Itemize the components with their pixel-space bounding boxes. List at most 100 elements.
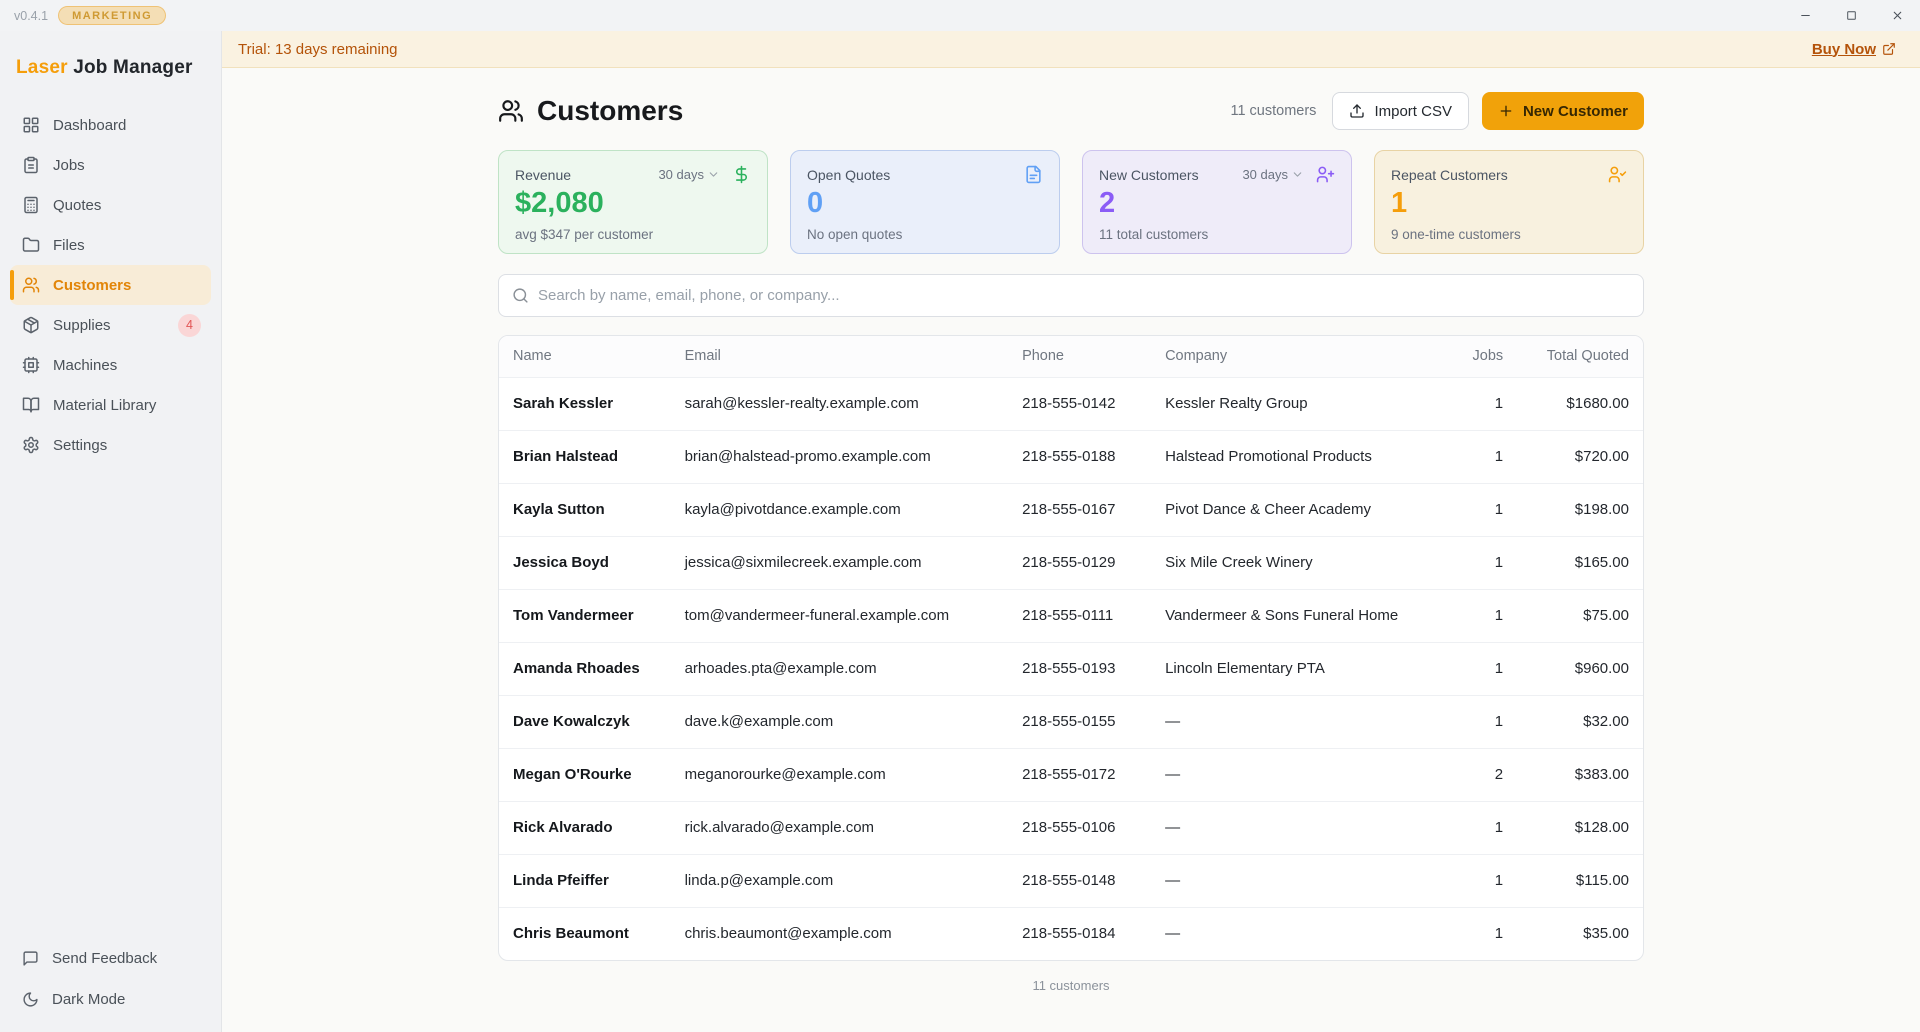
cell-email: rick.alvarado@example.com xyxy=(670,800,1009,854)
sidebar-item-label: Quotes xyxy=(53,196,102,214)
table-row[interactable]: Sarah Kessler sarah@kessler-realty.exampl… xyxy=(499,376,1643,430)
app-version: v0.4.1 xyxy=(14,8,49,23)
minimize-button[interactable] xyxy=(1782,0,1828,31)
cell-jobs: 1 xyxy=(1442,482,1518,536)
sidebar-item-dashboard[interactable]: Dashboard xyxy=(10,105,211,145)
open-quotes-label: Open Quotes xyxy=(807,166,891,183)
cell-total-quoted: $198.00 xyxy=(1517,482,1643,536)
table-row[interactable]: Brian Halstead brian@halstead-promo.examp… xyxy=(499,429,1643,483)
new-customers-subtext: 11 total customers xyxy=(1099,227,1209,242)
page-content: Customers 11 customers Import CSV New Cu… xyxy=(498,68,1644,1010)
revenue-period-value: 30 days xyxy=(658,167,704,182)
cell-company: Kessler Realty Group xyxy=(1151,376,1443,430)
folder-icon xyxy=(22,236,40,254)
table-row[interactable]: Megan O'Rourke meganorourke@example.com 21… xyxy=(499,747,1643,801)
search-input[interactable] xyxy=(538,287,1630,304)
users-icon xyxy=(498,98,524,124)
user-plus-icon xyxy=(1316,165,1335,184)
cell-total-quoted: $75.00 xyxy=(1517,588,1643,642)
cell-total-quoted: $128.00 xyxy=(1517,800,1643,854)
cell-total-quoted: $383.00 xyxy=(1517,747,1643,801)
sidebar-item-quotes[interactable]: Quotes xyxy=(10,185,211,225)
sidebar-item-supplies[interactable]: Supplies 4 xyxy=(10,305,211,345)
page-title: Customers xyxy=(498,95,683,127)
table-row[interactable]: Chris Beaumont chris.beaumont@example.com… xyxy=(499,906,1643,960)
cell-phone: 218-555-0193 xyxy=(1008,641,1152,695)
sidebar-item-material-library[interactable]: Material Library xyxy=(10,385,211,425)
sidebar-item-label: Settings xyxy=(53,436,108,454)
import-csv-button[interactable]: Import CSV xyxy=(1332,92,1469,130)
package-icon xyxy=(22,316,40,334)
window-controls xyxy=(1782,0,1920,31)
minimize-icon xyxy=(1799,9,1812,22)
table-row[interactable]: Kayla Sutton kayla@pivotdance.example.com… xyxy=(499,482,1643,536)
cell-company: — xyxy=(1151,800,1443,854)
cell-name: Dave Kowalczyk xyxy=(499,694,671,748)
environment-badge: MARKETING xyxy=(58,6,167,25)
cell-phone: 218-555-0167 xyxy=(1008,482,1152,536)
cell-jobs: 1 xyxy=(1442,853,1518,907)
open-quotes-subtext: No open quotes xyxy=(807,227,903,242)
cell-phone: 218-555-0142 xyxy=(1008,376,1152,430)
cell-jobs: 2 xyxy=(1442,747,1518,801)
cell-jobs: 1 xyxy=(1442,694,1518,748)
sidebar-item-files[interactable]: Files xyxy=(10,225,211,265)
sidebar-item-label: Dashboard xyxy=(53,116,127,134)
user-check-icon xyxy=(1608,165,1627,184)
maximize-button[interactable] xyxy=(1828,0,1874,31)
moon-icon xyxy=(22,991,39,1008)
new-customers-value: 2 xyxy=(1099,187,1116,219)
cell-name: Kayla Sutton xyxy=(499,482,671,536)
customer-count: 11 customers xyxy=(1230,103,1317,119)
brand-accent-text: Laser xyxy=(16,57,68,78)
close-button[interactable] xyxy=(1874,0,1920,31)
sidebar-item-label: Jobs xyxy=(53,156,85,174)
sidebar-item-send-feedback[interactable]: Send Feedback xyxy=(22,950,199,967)
revenue-period-dropdown[interactable]: 30 days xyxy=(658,167,720,182)
cell-total-quoted: $115.00 xyxy=(1517,853,1643,907)
sidebar-item-settings[interactable]: Settings xyxy=(10,425,211,465)
dashboard-icon xyxy=(22,116,40,134)
cell-phone: 218-555-0184 xyxy=(1008,906,1152,960)
cell-name: Sarah Kessler xyxy=(499,376,671,430)
sidebar-item-label: Send Feedback xyxy=(52,950,158,967)
cell-email: chris.beaumont@example.com xyxy=(670,906,1009,960)
column-header-total-quoted: Total Quoted xyxy=(1517,336,1643,377)
sidebar-item-jobs[interactable]: Jobs xyxy=(10,145,211,185)
cell-jobs: 1 xyxy=(1442,588,1518,642)
sidebar-item-machines[interactable]: Machines xyxy=(10,345,211,385)
cell-email: arhoades.pta@example.com xyxy=(670,641,1009,695)
table-row[interactable]: Linda Pfeiffer linda.p@example.com 218-555… xyxy=(499,853,1643,907)
sidebar-item-label: Material Library xyxy=(53,396,157,414)
cell-email: tom@vandermeer-funeral.example.com xyxy=(670,588,1009,642)
table-row[interactable]: Amanda Rhoades arhoades.pta@example.com 21… xyxy=(499,641,1643,695)
search-icon xyxy=(512,287,529,304)
sidebar-nav: Dashboard Jobs Quotes Files Customers Supplie… xyxy=(0,105,221,942)
table-row[interactable]: Dave Kowalczyk dave.k@example.com 218-555-… xyxy=(499,694,1643,748)
revenue-card: Revenue 30 days $2,080 avg $347 per cust… xyxy=(498,150,768,254)
sidebar: Laser Job Manager Dashboard Jobs Quotes Fil… xyxy=(0,31,222,1032)
app-logo: Laser Job Manager xyxy=(0,31,221,105)
customers-table: Name Email Phone Company Jobs Total Quot… xyxy=(499,336,1643,960)
cell-name: Megan O'Rourke xyxy=(499,747,671,801)
cell-name: Chris Beaumont xyxy=(499,906,671,960)
cell-total-quoted: $960.00 xyxy=(1517,641,1643,695)
maximize-icon xyxy=(1845,9,1858,22)
sidebar-item-customers[interactable]: Customers xyxy=(10,265,211,305)
window-titlebar: v0.4.1 MARKETING xyxy=(0,0,1920,31)
new-customers-period-dropdown[interactable]: 30 days xyxy=(1242,167,1304,182)
table-row[interactable]: Rick Alvarado rick.alvarado@example.com 21… xyxy=(499,800,1643,854)
revenue-value: $2,080 xyxy=(515,187,604,219)
sidebar-item-dark-mode[interactable]: Dark Mode xyxy=(22,991,199,1008)
buy-now-link[interactable]: Buy Now xyxy=(1812,41,1896,58)
cell-company: — xyxy=(1151,694,1443,748)
trial-banner-text: Trial: 13 days remaining xyxy=(238,40,398,58)
table-row[interactable]: Jessica Boyd jessica@sixmilecreek.example… xyxy=(499,535,1643,589)
cell-jobs: 1 xyxy=(1442,535,1518,589)
cell-phone: 218-555-0106 xyxy=(1008,800,1152,854)
open-quotes-value: 0 xyxy=(807,187,824,219)
upload-icon xyxy=(1349,103,1365,119)
column-header-company: Company xyxy=(1151,336,1443,377)
table-row[interactable]: Tom Vandermeer tom@vandermeer-funeral.exa… xyxy=(499,588,1643,642)
new-customer-button[interactable]: New Customer xyxy=(1481,92,1644,130)
